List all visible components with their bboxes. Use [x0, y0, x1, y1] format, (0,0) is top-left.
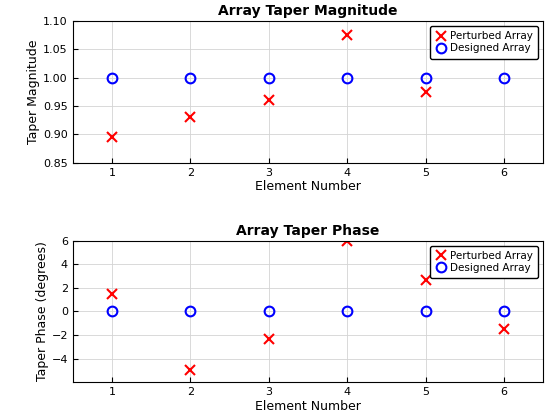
Designed Array: [109, 309, 115, 314]
Y-axis label: Taper Magnitude: Taper Magnitude: [27, 39, 40, 144]
Legend: Perturbed Array, Designed Array: Perturbed Array, Designed Array: [430, 26, 538, 59]
Designed Array: [422, 309, 429, 314]
Line: Perturbed Array: Perturbed Array: [107, 27, 509, 142]
Perturbed Array: [501, 327, 507, 332]
X-axis label: Element Number: Element Number: [255, 180, 361, 193]
Designed Array: [187, 309, 194, 314]
Perturbed Array: [422, 89, 429, 94]
Perturbed Array: [109, 135, 115, 140]
X-axis label: Element Number: Element Number: [255, 400, 361, 413]
Perturbed Array: [344, 238, 351, 243]
Line: Perturbed Array: Perturbed Array: [107, 236, 509, 375]
Perturbed Array: [109, 291, 115, 296]
Perturbed Array: [344, 33, 351, 38]
Designed Array: [344, 75, 351, 80]
Perturbed Array: [501, 30, 507, 35]
Line: Designed Array: Designed Array: [107, 307, 509, 316]
Perturbed Array: [265, 336, 272, 341]
Designed Array: [187, 75, 194, 80]
Line: Designed Array: Designed Array: [107, 73, 509, 82]
Designed Array: [265, 309, 272, 314]
Perturbed Array: [422, 277, 429, 282]
Designed Array: [422, 75, 429, 80]
Designed Array: [265, 75, 272, 80]
Designed Array: [501, 75, 507, 80]
Title: Array Taper Magnitude: Array Taper Magnitude: [218, 5, 398, 18]
Perturbed Array: [187, 115, 194, 120]
Y-axis label: Taper Phase (degrees): Taper Phase (degrees): [36, 241, 49, 381]
Title: Array Taper Phase: Array Taper Phase: [236, 224, 380, 238]
Designed Array: [109, 75, 115, 80]
Perturbed Array: [265, 98, 272, 103]
Designed Array: [501, 309, 507, 314]
Designed Array: [344, 309, 351, 314]
Legend: Perturbed Array, Designed Array: Perturbed Array, Designed Array: [430, 246, 538, 278]
Perturbed Array: [187, 368, 194, 373]
